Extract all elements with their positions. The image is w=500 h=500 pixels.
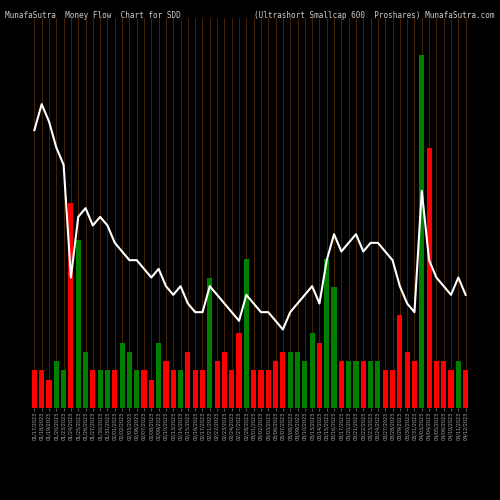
Bar [54,361,59,408]
Bar [266,370,271,408]
Bar [426,148,432,408]
Bar [120,342,124,407]
Bar [186,352,190,408]
Bar [142,370,146,408]
Bar [68,203,73,408]
Bar [346,361,351,408]
Bar [200,370,205,408]
Bar [236,333,242,407]
Bar [419,54,424,408]
Bar [354,361,358,408]
Bar [441,361,446,408]
Bar [456,361,461,408]
Bar [280,352,285,408]
Bar [251,370,256,408]
Bar [61,370,66,408]
Bar [164,361,168,408]
Bar [368,361,373,408]
Bar [32,370,37,408]
Bar [222,352,227,408]
Bar [448,370,454,408]
Bar [339,361,344,408]
Bar [112,370,117,408]
Bar [360,361,366,408]
Text: MunafaSutra  Money Flow  Chart for SDD: MunafaSutra Money Flow Chart for SDD [5,12,181,20]
Bar [127,352,132,408]
Text: (Ultrashort Smallcap 600  Proshares) MunafaSutra.com: (Ultrashort Smallcap 600 Proshares) Muna… [254,12,495,20]
Bar [46,380,52,407]
Bar [149,380,154,407]
Bar [98,370,102,408]
Bar [398,314,402,408]
Bar [229,370,234,408]
Bar [192,370,198,408]
Bar [207,278,212,407]
Bar [156,342,161,407]
Bar [105,370,110,408]
Bar [332,287,336,408]
Bar [382,370,388,408]
Bar [244,259,249,408]
Bar [90,370,96,408]
Bar [376,361,380,408]
Bar [317,342,322,407]
Bar [214,361,220,408]
Bar [178,370,183,408]
Bar [39,370,44,408]
Bar [463,370,468,408]
Bar [273,361,278,408]
Bar [324,259,330,408]
Bar [288,352,293,408]
Bar [76,240,81,408]
Bar [434,361,439,408]
Bar [295,352,300,408]
Bar [258,370,264,408]
Bar [390,370,395,408]
Bar [134,370,140,408]
Bar [83,352,88,408]
Bar [310,333,314,407]
Bar [404,352,409,408]
Bar [170,370,176,408]
Bar [412,361,417,408]
Bar [302,361,308,408]
